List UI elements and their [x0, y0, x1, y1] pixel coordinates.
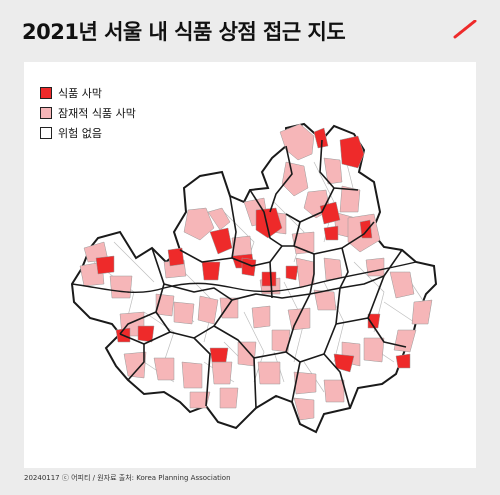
potential-food-desert-region [389, 271, 415, 299]
food-desert-region [209, 227, 233, 255]
potential-food-desert-region [393, 329, 417, 353]
potential-food-desert-region [189, 391, 211, 409]
food-desert-region [261, 271, 277, 287]
seoul-food-access-map [70, 122, 438, 434]
potential-food-desert-region [153, 357, 175, 381]
potential-food-desert-region [323, 379, 345, 403]
district-boundaries [119, 139, 407, 409]
potential-food-desert-region [207, 207, 231, 231]
potential-food-desert-region [339, 185, 361, 213]
potential-food-desert-region [271, 329, 291, 353]
food-desert-region [201, 261, 221, 281]
food-desert-region [137, 325, 155, 343]
legend-item-potential-food-desert: 잠재적 식품 사막 [40, 104, 136, 122]
potential-food-desert-region [211, 361, 233, 385]
potential-food-desert-region [219, 297, 239, 319]
page-title: 2021년 서울 내 식품 상점 접근 지도 [22, 20, 346, 44]
food-desert-region [323, 225, 339, 241]
han-river [71, 261, 417, 294]
potential-food-desert-region [411, 299, 433, 325]
potential-food-desert-region [257, 361, 281, 385]
legend-swatch-food-desert [40, 87, 52, 99]
potential-food-desert-region [363, 337, 385, 363]
potential-food-desert-region [155, 293, 175, 317]
brand-stripe [468, 20, 477, 27]
food-desert-region [255, 207, 283, 239]
food-desert-region [167, 247, 185, 267]
potential-food-desert-region [293, 397, 315, 421]
food-desert-region [359, 219, 373, 239]
potential-food-desert-region [287, 307, 311, 331]
legend-swatch-no-risk [40, 127, 52, 139]
food-desert-region [95, 255, 115, 275]
food-desert-region [241, 257, 257, 277]
potential-food-desert-areas [79, 123, 433, 421]
potential-food-desert-region [365, 257, 385, 277]
legend-label-potential-food-desert: 잠재적 식품 사막 [58, 107, 136, 120]
potential-food-desert-region [291, 231, 315, 255]
potential-food-desert-region [123, 351, 147, 379]
food-desert-region [285, 265, 299, 281]
potential-food-desert-region [323, 257, 343, 281]
food-desert-region [395, 353, 411, 369]
legend-label-no-risk: 위험 없음 [58, 127, 102, 140]
potential-food-desert-region [237, 341, 257, 367]
legend-item-food-desert: 식품 사막 [40, 84, 136, 102]
food-desert-region [313, 127, 329, 149]
potential-food-desert-region [279, 123, 315, 161]
legend-label-food-desert: 식품 사막 [58, 87, 102, 100]
food-desert-region [339, 135, 365, 169]
potential-food-desert-region [281, 161, 309, 197]
potential-food-desert-region [183, 207, 215, 241]
potential-food-desert-region [251, 305, 271, 329]
map-card: 식품 사막 잠재적 식품 사막 위험 없음 [24, 62, 476, 468]
potential-food-desert-region [219, 387, 239, 409]
food-desert-region [367, 313, 381, 329]
source-footer: 20240117 ⓒ 어피티 / 원자료 출처: Korea Planning … [24, 474, 231, 482]
potential-food-desert-region [181, 361, 203, 389]
potential-food-desert-region [323, 157, 343, 185]
food-desert-region [209, 347, 229, 363]
potential-food-desert-region [109, 275, 133, 299]
potential-food-desert-region [173, 301, 195, 325]
legend-swatch-potential-food-desert [40, 107, 52, 119]
map-legend: 식품 사막 잠재적 식품 사막 위험 없음 [40, 84, 136, 144]
brand-logo-icon [453, 20, 477, 39]
food-desert-region [333, 353, 355, 373]
potential-food-desert-region [197, 295, 219, 325]
legend-item-no-risk: 위험 없음 [40, 124, 136, 142]
